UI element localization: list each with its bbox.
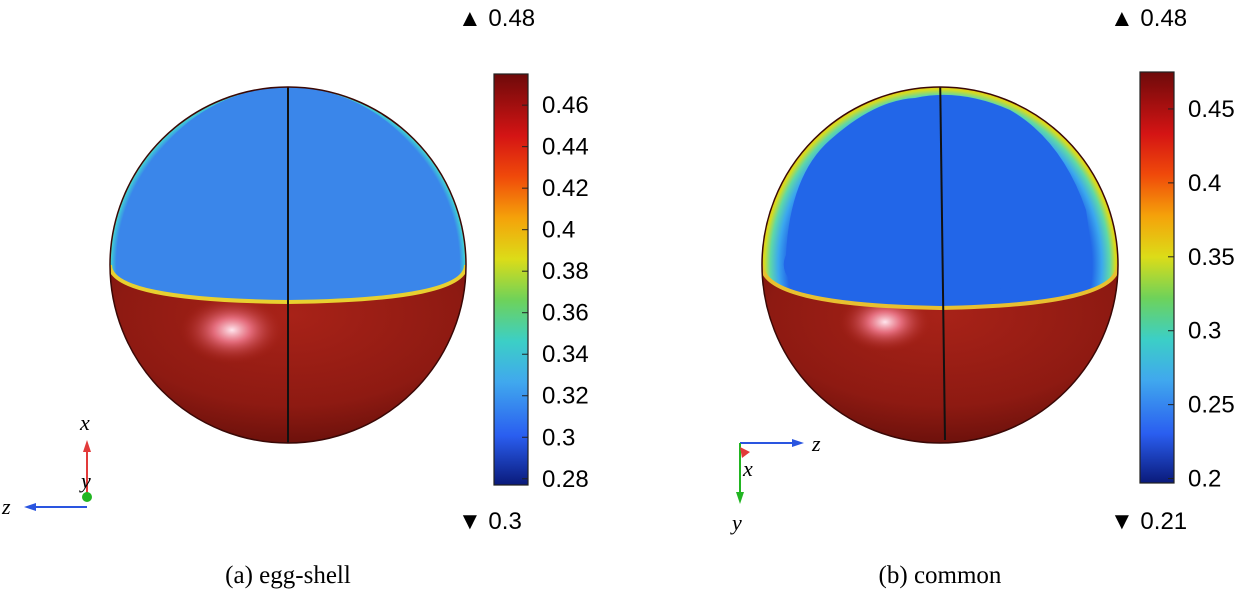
colorbar-tick-label: 0.35 bbox=[1188, 244, 1235, 271]
triad-a-point bbox=[82, 492, 92, 502]
colorbar-b: 0.45 0.4 0.35 0.3 0.25 0.2 bbox=[1139, 71, 1235, 493]
colorbar-tick-label: 0.38 bbox=[542, 258, 589, 285]
cut-face-interior bbox=[783, 94, 1090, 292]
colorbar-tick-label: 0.3 bbox=[542, 424, 575, 451]
triad-a-up-arrow bbox=[83, 440, 91, 452]
equator-band bbox=[762, 264, 1118, 311]
colorbar-tick-label: 0.25 bbox=[1188, 392, 1235, 419]
sphere-egg-shell bbox=[110, 87, 466, 443]
specular-highlight bbox=[180, 296, 284, 364]
triad-b-right-arrow bbox=[792, 439, 804, 447]
triad-b-down-label: y bbox=[730, 510, 742, 535]
colorbar-tick-label: 0.34 bbox=[542, 341, 589, 368]
sphere-outline bbox=[109, 86, 467, 444]
colorbar-tick-label: 0.45 bbox=[1188, 96, 1235, 123]
colorbar-a-gradient bbox=[493, 73, 529, 486]
triad-a-point-label: y bbox=[79, 468, 91, 493]
triad-b-right-label: z bbox=[811, 431, 821, 456]
max-marker-a: ▲ 0.48 bbox=[458, 5, 535, 32]
meridian-line bbox=[939, 87, 946, 441]
colorbar-tick-label: 0.2 bbox=[1188, 466, 1221, 493]
sphere-outline bbox=[761, 86, 1119, 444]
colorbar-tick-label: 0.4 bbox=[1188, 170, 1221, 197]
colorbar-tick-label: 0.44 bbox=[542, 134, 589, 161]
triad-b-down-arrow bbox=[736, 492, 744, 504]
max-marker-b: ▲ 0.48 bbox=[1110, 5, 1187, 32]
caption-a: (a) egg-shell bbox=[225, 562, 351, 589]
triad-a-side-label: z bbox=[1, 494, 11, 519]
sphere-common bbox=[762, 87, 1118, 443]
axis-triad-b: z y x bbox=[730, 431, 821, 535]
colorbar-tick-label: 0.4 bbox=[542, 217, 575, 244]
triad-a-side-arrow bbox=[24, 503, 36, 511]
colorbar-tick-label: 0.32 bbox=[542, 383, 589, 410]
triad-b-point-label: x bbox=[742, 456, 753, 481]
triad-a-up-label: x bbox=[79, 410, 90, 435]
colorbar-tick-label: 0.3 bbox=[1188, 318, 1221, 345]
colorbar-b-gradient bbox=[1139, 71, 1175, 484]
triad-b-point bbox=[740, 447, 750, 458]
min-marker-a: ▼ 0.3 bbox=[458, 508, 522, 535]
panel-b: 0.45 0.4 0.35 0.3 0.25 0.2 ▲ 0.48 ▼ 0.21 z y … bbox=[730, 5, 1235, 589]
colorbar-a: 0.46 0.44 0.42 0.4 0.38 0.36 0.34 0.32 0.3 0.28 bbox=[493, 73, 589, 493]
axis-triad-a: x z y bbox=[1, 410, 92, 519]
panel-a: 0.46 0.44 0.42 0.4 0.38 0.36 0.34 0.32 0.3 0.28 ▲… bbox=[1, 5, 589, 589]
min-marker-b: ▼ 0.21 bbox=[1110, 508, 1187, 535]
colorbar-tick-label: 0.36 bbox=[542, 300, 589, 327]
colorbar-tick-label: 0.42 bbox=[542, 175, 589, 202]
caption-b: (b) common bbox=[879, 562, 1002, 589]
colorbar-tick-label: 0.46 bbox=[542, 92, 589, 119]
colorbar-tick-label: 0.28 bbox=[542, 466, 589, 493]
